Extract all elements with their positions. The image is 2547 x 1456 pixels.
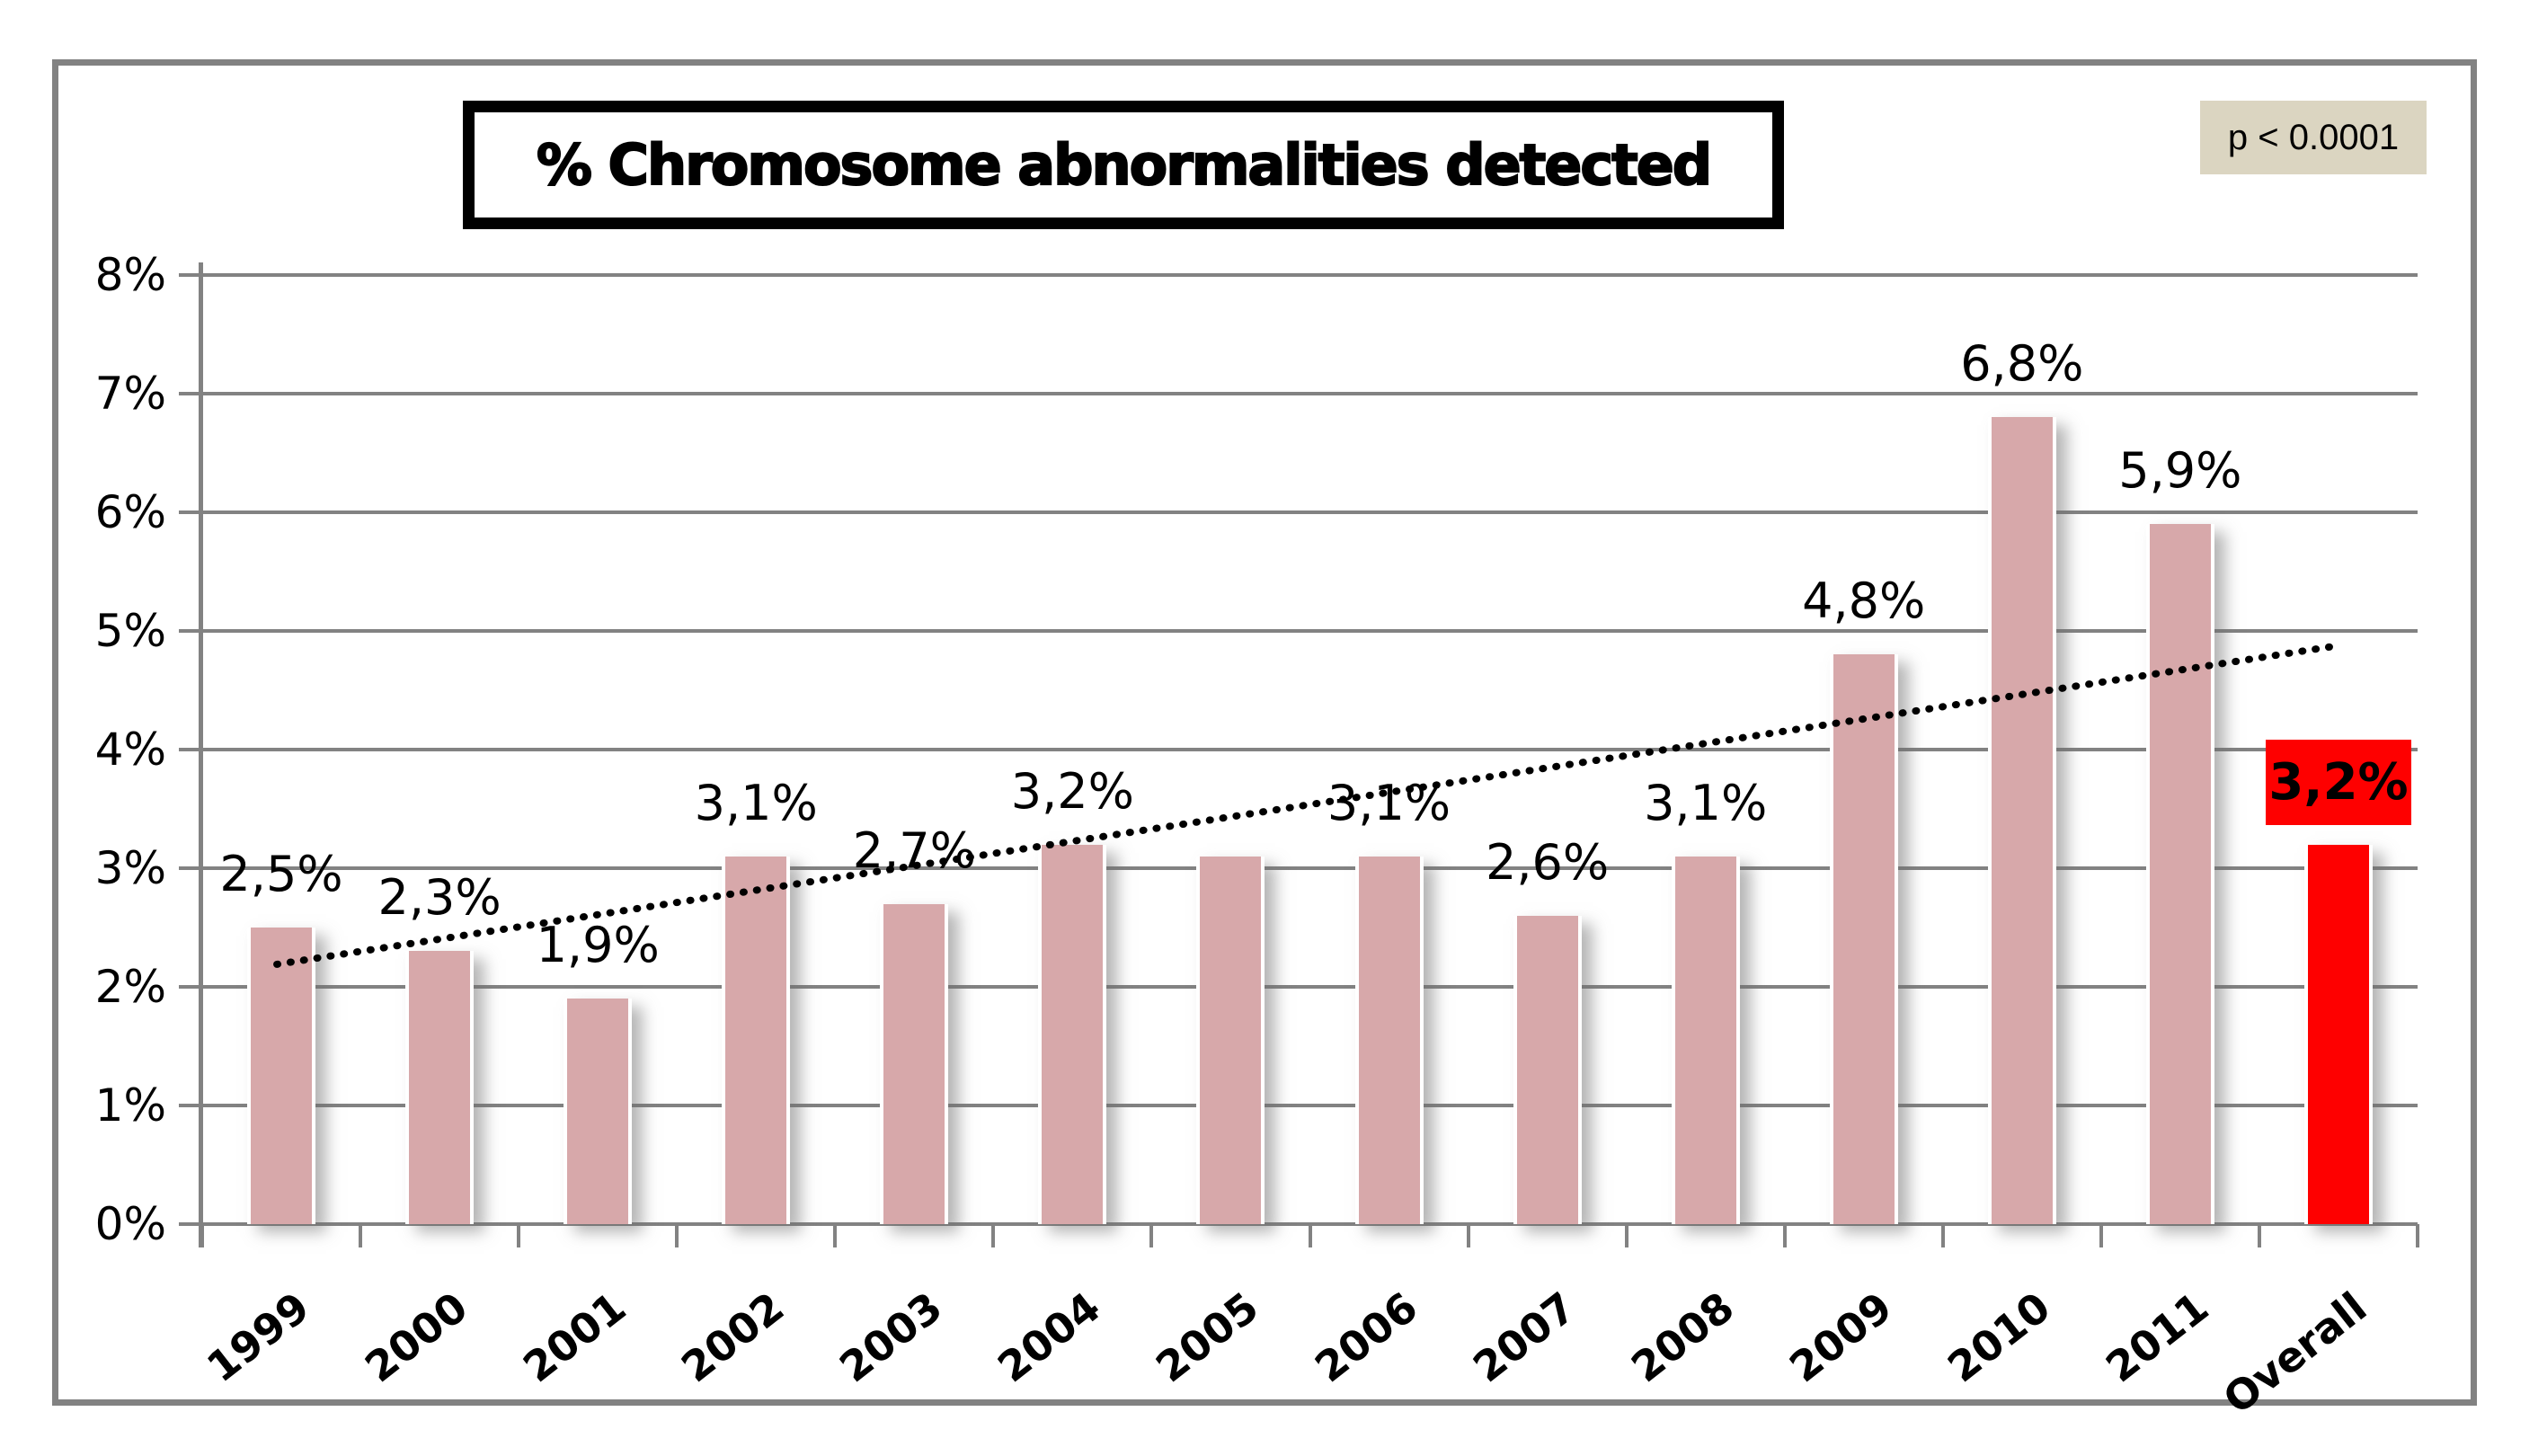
trendline-path bbox=[273, 643, 2338, 968]
x-axis-tick bbox=[675, 1224, 679, 1247]
x-axis-tick bbox=[1940, 1224, 1945, 1247]
bar-2009 bbox=[1829, 654, 1898, 1224]
bar-2005 bbox=[1196, 856, 1265, 1224]
y-axis-line bbox=[199, 262, 203, 1247]
p-value-text: p < 0.0001 bbox=[2227, 117, 2400, 157]
bar-value-label: 3,1% bbox=[1644, 774, 1768, 831]
gridline bbox=[202, 392, 2418, 395]
bar-value-label: 2,7% bbox=[852, 821, 976, 879]
bar-2004 bbox=[1038, 844, 1107, 1224]
gridline bbox=[202, 510, 2418, 514]
x-axis-tick bbox=[2257, 1224, 2261, 1247]
bar-2002 bbox=[722, 856, 791, 1224]
y-axis-tick bbox=[179, 866, 202, 870]
x-axis-tick bbox=[991, 1224, 996, 1247]
gridline bbox=[202, 985, 2418, 989]
y-axis-tick bbox=[179, 510, 202, 514]
y-tick-label: 4% bbox=[94, 724, 166, 776]
bar-2000 bbox=[405, 951, 475, 1224]
x-axis-tick bbox=[833, 1224, 838, 1247]
bar-value-label: 4,8% bbox=[1802, 573, 1926, 630]
y-axis-tick bbox=[179, 1104, 202, 1107]
bar-2010 bbox=[1987, 417, 2056, 1224]
y-tick-label: 7% bbox=[94, 368, 166, 420]
y-tick-label: 0% bbox=[94, 1198, 166, 1250]
y-tick-label: 8% bbox=[94, 249, 166, 301]
y-tick-label: 3% bbox=[94, 842, 166, 894]
gridline bbox=[202, 748, 2418, 751]
y-axis-tick bbox=[179, 985, 202, 989]
x-axis-tick bbox=[1466, 1224, 1470, 1247]
bar-value-label: 2,6% bbox=[1485, 833, 1610, 891]
bar-value-label: 3,1% bbox=[1327, 774, 1451, 831]
overall-value-label: 3,2% bbox=[2266, 740, 2411, 825]
y-axis-tick bbox=[179, 629, 202, 633]
x-axis-tick bbox=[200, 1224, 204, 1247]
bar-2001 bbox=[564, 999, 633, 1224]
bar-value-label: 6,8% bbox=[1960, 335, 2084, 393]
x-axis-tick bbox=[1149, 1224, 1154, 1247]
gridline bbox=[202, 273, 2418, 277]
y-axis-tick bbox=[179, 273, 202, 277]
x-axis-tick bbox=[1782, 1224, 1787, 1247]
bar-value-label: 3,2% bbox=[1010, 762, 1134, 820]
bar-overall bbox=[2303, 844, 2373, 1224]
x-axis-tick bbox=[359, 1224, 363, 1247]
y-tick-label: 6% bbox=[94, 486, 166, 538]
bar-value-label: 2,3% bbox=[377, 869, 501, 927]
plot-area bbox=[202, 273, 2418, 1226]
x-axis-tick bbox=[517, 1224, 521, 1247]
bar-2011 bbox=[2145, 524, 2214, 1224]
x-axis-tick bbox=[2416, 1224, 2419, 1247]
bar-1999 bbox=[247, 928, 316, 1224]
bar-value-label: 2,5% bbox=[219, 846, 343, 902]
y-axis-tick bbox=[179, 392, 202, 395]
y-tick-label: 5% bbox=[94, 605, 166, 657]
bar-value-label: 5,9% bbox=[2118, 442, 2242, 500]
gridline bbox=[202, 1222, 2418, 1226]
gridline bbox=[202, 1104, 2418, 1107]
y-tick-label: 2% bbox=[94, 961, 166, 1013]
bar-2006 bbox=[1354, 856, 1424, 1224]
y-tick-label: 1% bbox=[94, 1079, 166, 1132]
p-value-badge: p < 0.0001 bbox=[2200, 101, 2427, 174]
gridline bbox=[202, 629, 2418, 633]
bar-value-label: 3,1% bbox=[694, 774, 818, 831]
bar-2003 bbox=[880, 903, 949, 1224]
trendline bbox=[273, 643, 2338, 968]
chart-title: % Chromosome abnormalities detected bbox=[536, 131, 1713, 199]
x-axis-tick bbox=[1308, 1224, 1312, 1247]
y-axis-tick bbox=[179, 748, 202, 751]
bar-2008 bbox=[1671, 856, 1740, 1224]
gridline bbox=[202, 866, 2418, 870]
chart-title-box: % Chromosome abnormalities detected bbox=[463, 101, 1784, 229]
x-axis-tick bbox=[2099, 1224, 2103, 1247]
x-axis-tick bbox=[1624, 1224, 1628, 1247]
bar-value-label: 1,9% bbox=[536, 917, 660, 974]
y-axis-tick bbox=[179, 1222, 202, 1226]
bar-2007 bbox=[1513, 915, 1582, 1224]
